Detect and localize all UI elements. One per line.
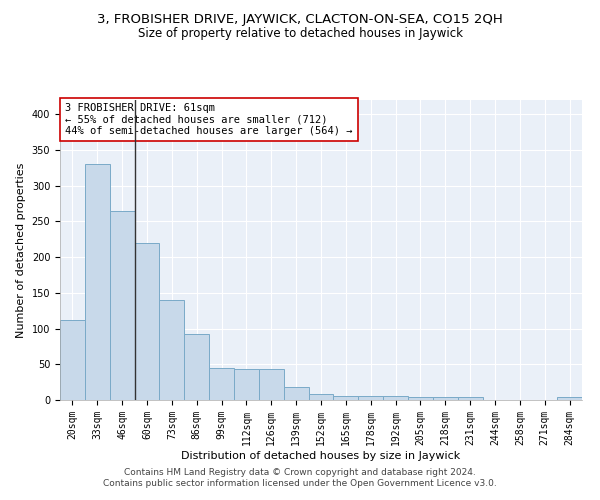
Text: Contains HM Land Registry data © Crown copyright and database right 2024.
Contai: Contains HM Land Registry data © Crown c… [103,468,497,487]
Bar [308,394,334,400]
Bar [209,368,234,400]
Bar [458,397,482,400]
Bar [358,396,383,400]
Bar [284,387,308,400]
Bar [259,370,284,400]
Bar [557,397,582,400]
Bar [383,396,408,400]
Bar [234,368,259,400]
Bar [110,210,134,400]
Bar [334,396,358,400]
Y-axis label: Number of detached properties: Number of detached properties [16,162,26,338]
Bar [134,243,160,400]
Text: 3, FROBISHER DRIVE, JAYWICK, CLACTON-ON-SEA, CO15 2QH: 3, FROBISHER DRIVE, JAYWICK, CLACTON-ON-… [97,12,503,26]
Bar [433,397,458,400]
Bar [160,300,184,400]
Bar [60,320,85,400]
Text: 3 FROBISHER DRIVE: 61sqm
← 55% of detached houses are smaller (712)
44% of semi-: 3 FROBISHER DRIVE: 61sqm ← 55% of detach… [65,103,353,136]
Bar [85,164,110,400]
Bar [184,334,209,400]
Text: Size of property relative to detached houses in Jaywick: Size of property relative to detached ho… [137,28,463,40]
X-axis label: Distribution of detached houses by size in Jaywick: Distribution of detached houses by size … [181,450,461,460]
Bar [408,397,433,400]
